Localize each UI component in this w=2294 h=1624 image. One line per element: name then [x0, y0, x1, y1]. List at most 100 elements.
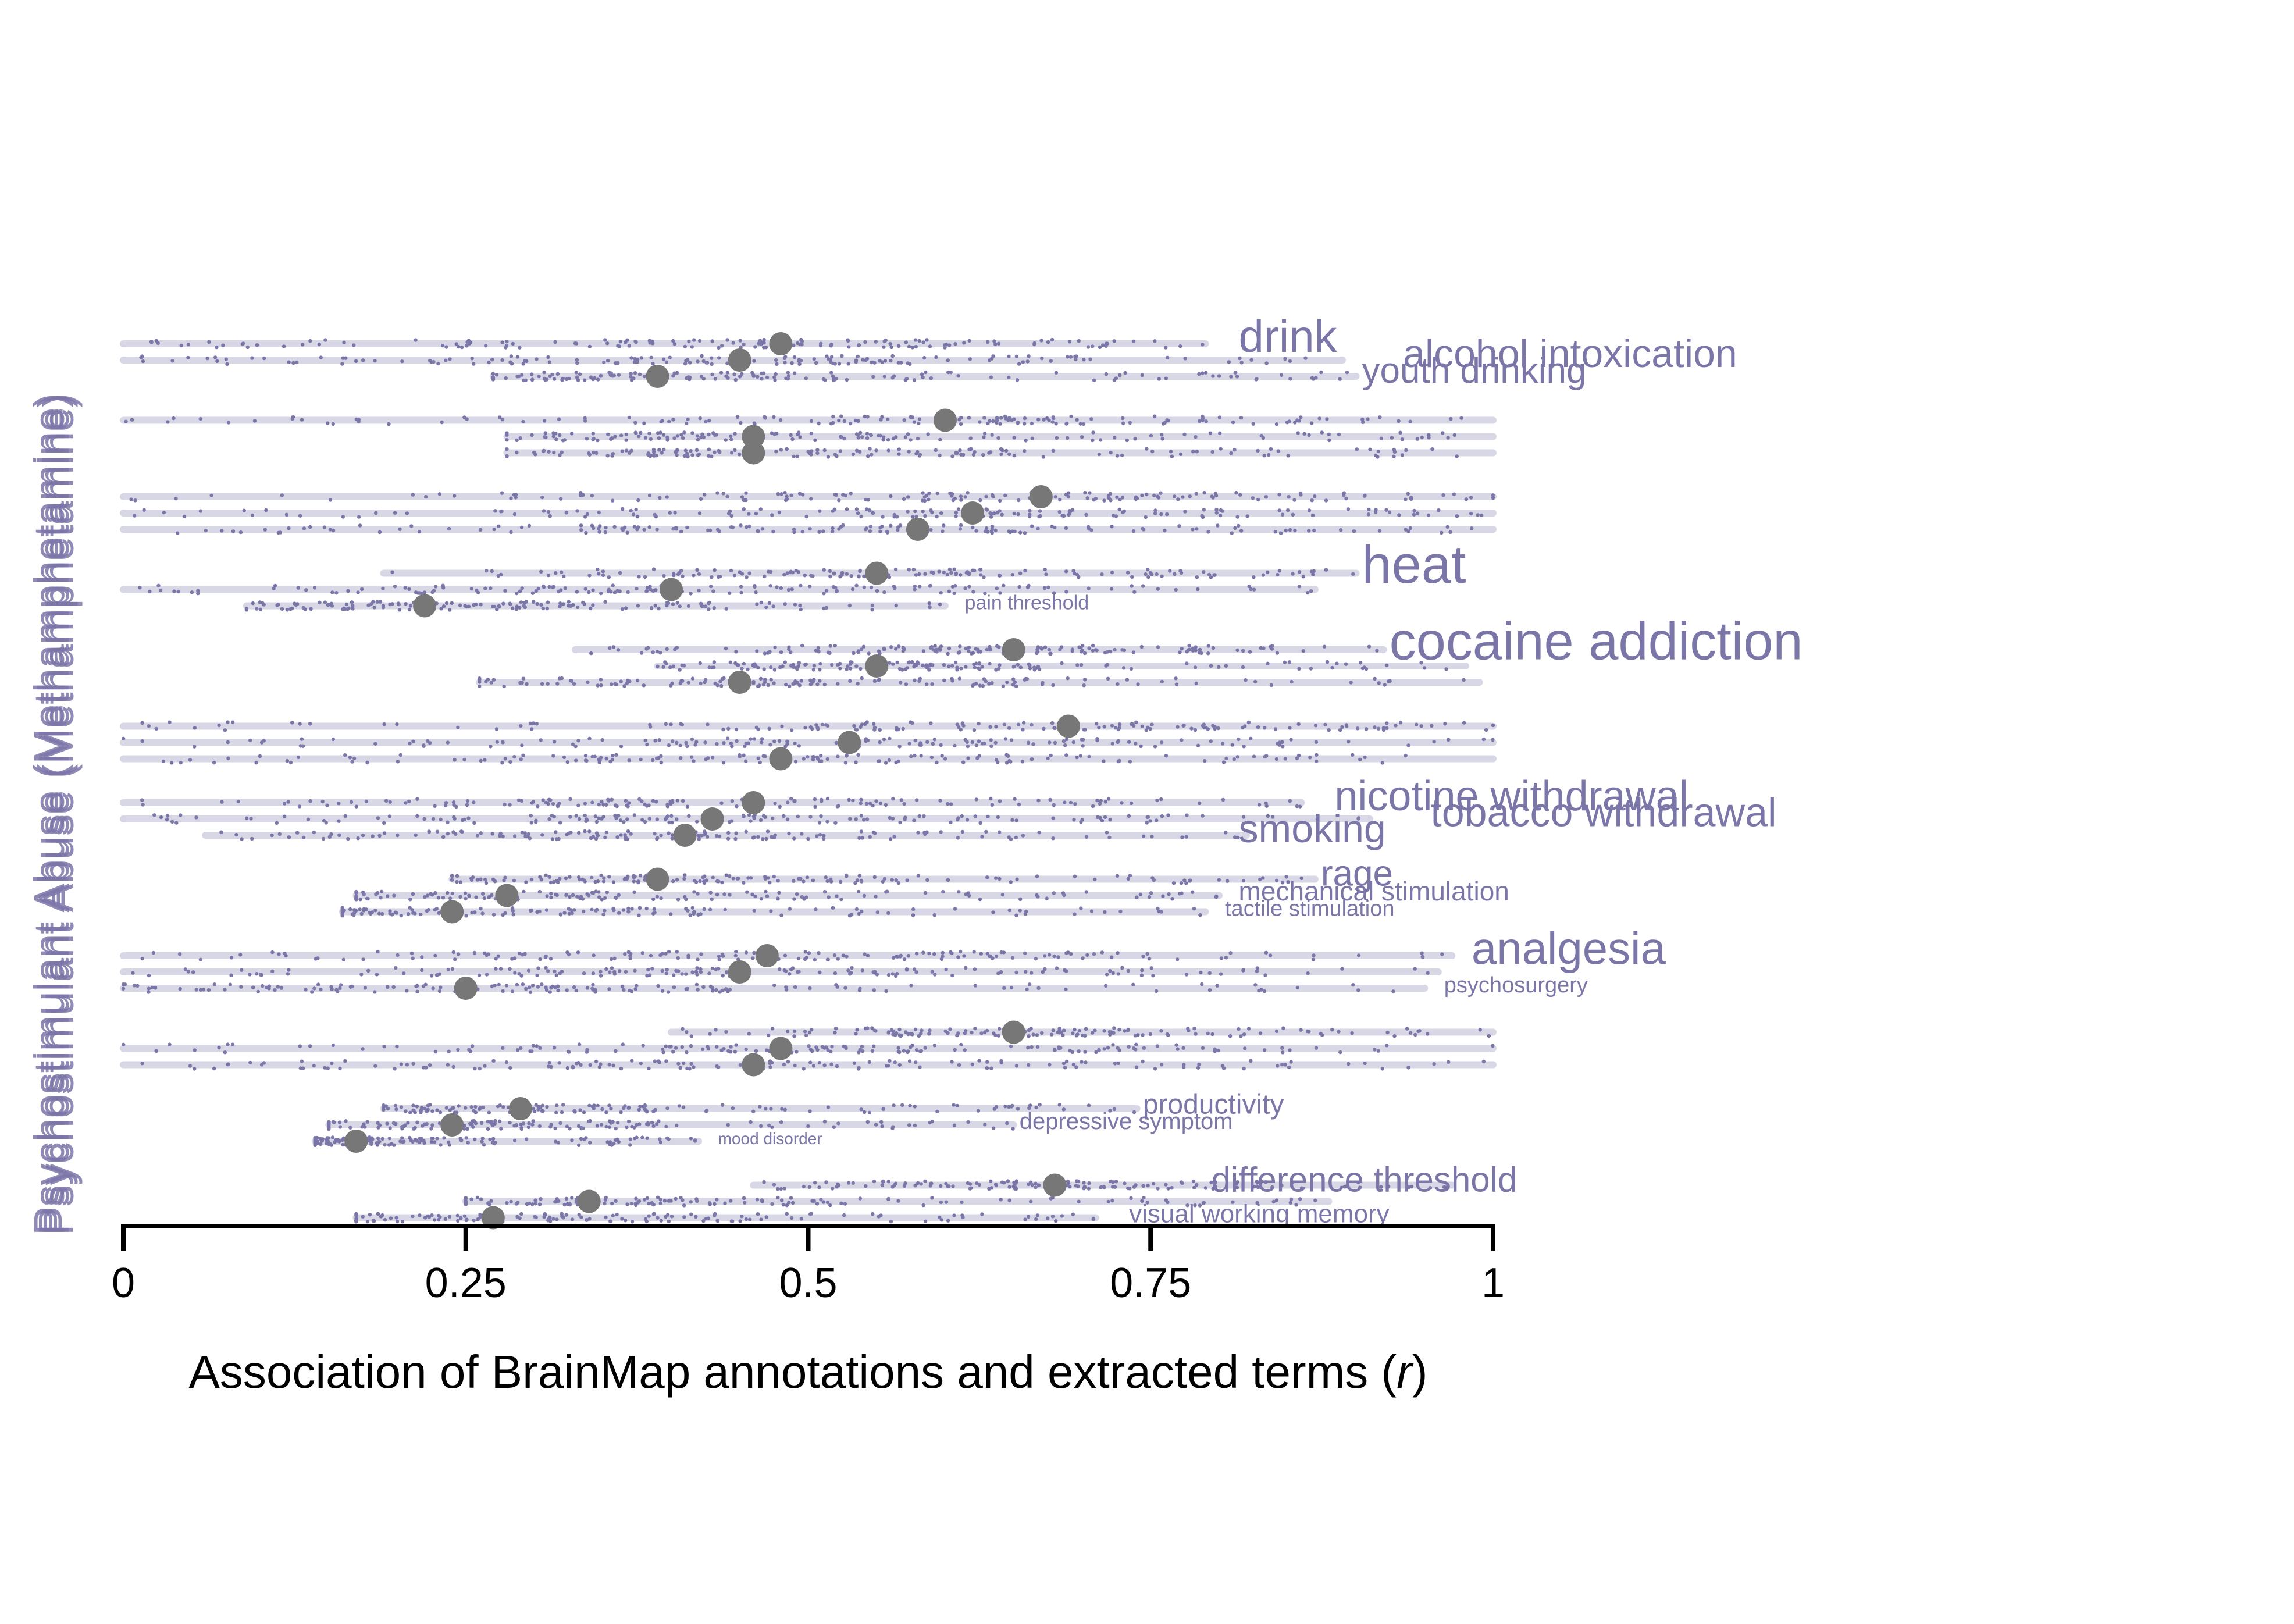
data-point	[1112, 339, 1116, 343]
data-point	[786, 371, 790, 375]
data-point	[744, 491, 748, 495]
data-point	[1344, 496, 1348, 501]
data-point	[773, 645, 777, 650]
data-point	[944, 967, 948, 972]
data-point	[296, 755, 301, 760]
data-point	[1419, 661, 1423, 665]
data-point	[604, 1124, 608, 1129]
data-point	[1030, 722, 1034, 727]
data-point	[558, 971, 562, 975]
data-point	[817, 530, 821, 534]
data-point	[1201, 414, 1205, 419]
data-point	[749, 1120, 753, 1124]
data-point	[626, 1106, 631, 1110]
data-point	[627, 758, 631, 763]
data-point	[229, 956, 234, 960]
data-point	[1398, 721, 1403, 725]
data-point	[611, 645, 616, 649]
data-point	[1073, 354, 1077, 359]
data-point	[775, 362, 779, 366]
data-point	[635, 528, 639, 532]
data-point	[916, 874, 921, 878]
data-point	[753, 894, 757, 899]
data-point	[804, 376, 808, 380]
data-point	[597, 895, 601, 899]
data-point	[484, 881, 489, 885]
data-point	[628, 956, 632, 961]
data-point	[979, 573, 983, 577]
data-point	[1139, 973, 1144, 978]
data-point	[867, 508, 872, 512]
data-point	[493, 983, 497, 988]
data-point	[744, 759, 748, 763]
data-point	[579, 1137, 583, 1141]
data-point	[695, 973, 699, 977]
data-point	[744, 498, 748, 503]
data-point	[685, 525, 689, 530]
data-point	[1050, 420, 1055, 424]
data-point	[992, 339, 996, 343]
data-point	[829, 879, 833, 884]
data-point	[176, 589, 180, 594]
data-point	[728, 591, 732, 595]
data-point	[986, 814, 990, 819]
data-point	[588, 1063, 592, 1067]
data-point	[1214, 511, 1219, 515]
data-point	[545, 606, 549, 611]
data-point	[334, 591, 339, 595]
data-point	[878, 728, 882, 732]
data-point	[1237, 1027, 1241, 1031]
data-point	[679, 433, 683, 437]
data-point	[1116, 972, 1121, 976]
data-point	[804, 662, 808, 667]
data-point	[1084, 1060, 1088, 1064]
data-point	[766, 876, 770, 880]
data-point	[685, 421, 689, 426]
data-point	[851, 452, 856, 457]
data-point	[1258, 1031, 1263, 1035]
data-point	[889, 645, 893, 649]
data-point	[430, 893, 434, 897]
data-point	[1141, 955, 1145, 959]
data-point	[712, 665, 716, 669]
data-point	[604, 830, 609, 835]
data-point	[826, 957, 830, 962]
data-point	[1069, 414, 1073, 419]
data-point	[1406, 743, 1410, 747]
data-point	[1092, 498, 1096, 502]
data-point	[1443, 722, 1447, 726]
data-point	[1047, 953, 1052, 957]
data-point	[785, 1029, 790, 1034]
data-point	[498, 834, 502, 838]
data-point	[574, 758, 578, 763]
data-point	[1077, 339, 1081, 343]
data-point	[785, 817, 790, 821]
data-point	[413, 911, 417, 916]
data-point	[301, 606, 305, 610]
data-point	[913, 1105, 917, 1109]
data-point	[280, 493, 284, 497]
data-point	[1078, 754, 1083, 758]
data-point	[458, 880, 463, 884]
data-point	[1012, 511, 1017, 515]
data-point	[529, 821, 533, 825]
data-point	[1159, 1029, 1163, 1033]
data-point	[458, 895, 462, 899]
data-point	[1219, 956, 1224, 960]
data-point	[1183, 357, 1188, 361]
data-point	[408, 1110, 412, 1115]
data-point	[764, 605, 768, 610]
data-point	[883, 359, 888, 363]
data-point	[969, 447, 973, 451]
data-point	[1280, 1046, 1284, 1050]
data-point	[594, 831, 599, 835]
data-point	[860, 676, 864, 681]
data-point	[1285, 508, 1290, 512]
data-point	[1275, 651, 1280, 655]
data-point	[983, 1123, 987, 1127]
data-point	[220, 800, 224, 804]
data-point	[528, 990, 533, 995]
data-point	[433, 804, 437, 808]
data-point	[168, 720, 172, 724]
data-point	[850, 587, 855, 592]
